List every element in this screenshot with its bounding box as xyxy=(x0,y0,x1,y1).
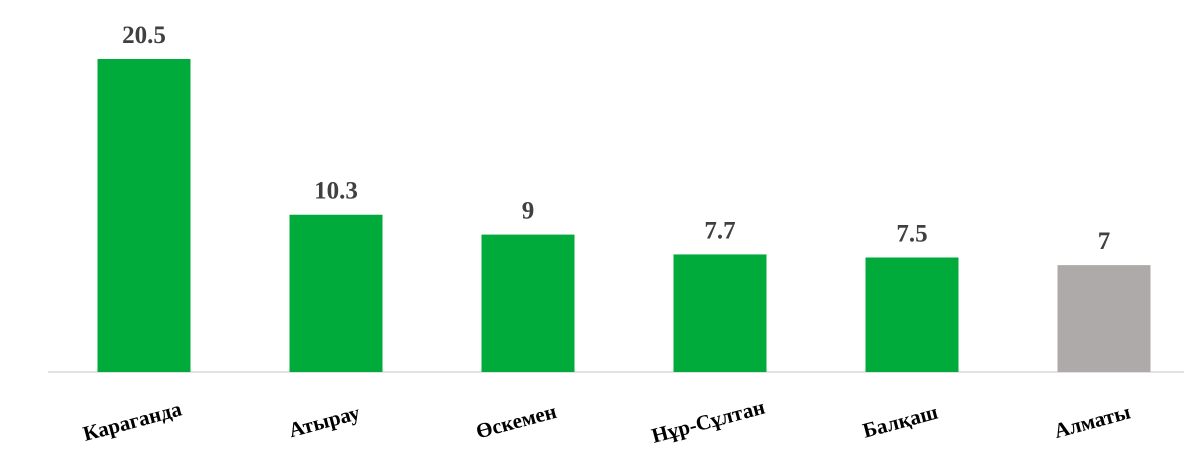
x-tick-label: Алматы xyxy=(1052,400,1133,443)
x-tick-label: Атырау xyxy=(286,400,363,442)
value-label: 7.7 xyxy=(704,217,735,244)
bar xyxy=(289,214,383,372)
bar xyxy=(481,234,575,372)
x-tick-label: Балқаш xyxy=(860,400,941,443)
value-label: 7.5 xyxy=(896,220,927,247)
x-tick-label: Өскемен xyxy=(473,399,559,443)
bar xyxy=(673,254,767,372)
value-label: 7 xyxy=(1098,228,1111,255)
value-label: 9 xyxy=(522,198,535,225)
x-tick-label: Нұр-Сұлтан xyxy=(649,395,767,448)
bar xyxy=(865,257,959,372)
bar xyxy=(97,59,191,372)
bar xyxy=(1057,265,1151,372)
value-label: 20.5 xyxy=(122,22,166,49)
value-label: 10.3 xyxy=(314,178,358,205)
x-tick-label: Караганда xyxy=(80,396,184,445)
